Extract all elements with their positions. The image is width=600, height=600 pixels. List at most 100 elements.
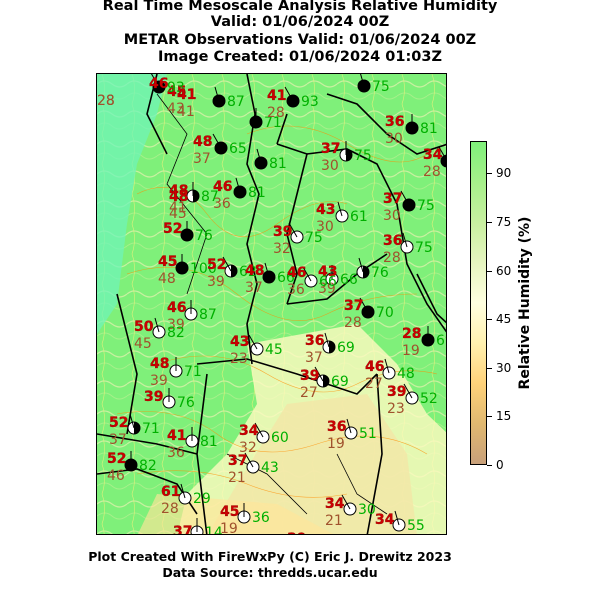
station-dewpoint: 19 [220,521,238,535]
station-dewpoint: 37 [245,280,263,296]
station-relative-humidity: 82 [139,458,157,474]
station-relative-humidity: 14 [205,525,223,535]
station-temperature: 48 [150,356,169,372]
station-temperature: 43 [316,202,335,218]
wind-barb [359,297,369,313]
coastal-moist-region [97,74,167,334]
station-relative-humidity: 81 [248,185,266,201]
station-observation: 46 71 [149,76,282,131]
station-temperature: 48 [169,189,188,205]
station-dewpoint: 37 [305,350,323,366]
station-temperature: 52 [207,257,226,273]
station-temperature: 34 [375,512,395,528]
station-temperature: 37 [228,453,247,469]
station-dewpoint: 23 [387,401,405,417]
sky-cover-half [134,422,140,434]
station-relative-humidity: 75 [354,148,372,164]
station-relative-humidity: 70 [376,305,394,321]
colorbar-tick-label: 15 [496,409,512,424]
wind-barb [324,332,330,348]
sky-cover-half [329,341,335,353]
station-relative-humidity: 45 [265,342,283,358]
station-temperature: 39 [287,531,306,535]
water-features [156,93,388,515]
station-observation: 52 76 [163,221,213,244]
station-relative-humidity: 71 [142,421,160,437]
station-temperature: 46 [213,179,232,195]
station-relative-humidity: 71 [184,364,202,380]
station-relative-humidity: 75 [305,230,323,246]
station-observation: 37 14 [173,518,223,535]
station-dewpoint: 39 [207,274,225,290]
colorbar-tick-label: 75 [496,215,512,229]
station-relative-humidity: 76 [371,265,389,281]
colorbar-tick [487,416,492,418]
wind-barb [214,86,220,102]
station-relative-humidity: 65 [229,141,247,157]
station-dewpoint: 27 [365,376,383,392]
wind-barb [288,222,298,238]
station-relative-humidity: 30 [358,502,376,518]
wind-barb [264,262,270,278]
wind-barb [284,86,294,102]
station-temperature: 34 [325,496,345,512]
station-dewpoint: 36 [287,282,305,298]
colorbar-tick [487,173,492,175]
station-dewpoint: 30 [383,208,401,224]
station-dewpoint: 32 [239,440,257,456]
sky-cover-half [363,266,369,278]
station-relative-humidity: 82 [167,325,185,341]
station-temperature: 36 [385,114,404,130]
wind-barb [314,366,324,382]
station-relative-humidity: 52 [420,391,438,407]
wind-barb [400,190,410,206]
colorbar-tick-label: 90 [496,166,512,181]
station-dewpoint: 28 [97,93,115,109]
station-relative-humidity: 93 [301,94,319,110]
wind-barb [212,133,222,149]
station-relative-humidity: 66 [319,274,337,290]
sky-cover-half [193,190,199,202]
colorbar-tick [487,319,492,321]
map-canvas: 4543934141874671412893287536308148376546… [97,74,446,535]
station-dewpoint: 48 [158,271,176,287]
station-dewpoint: 37 [193,151,211,167]
wind-barb [302,266,312,282]
colorbar-tick [487,222,492,223]
station-relative-humidity: 69 [331,374,349,390]
station-dewpoint: 28 [97,93,115,109]
station-dewpoint: 21 [228,470,246,486]
station-dewpoint: 28 [344,315,362,331]
station-dewpoint: 37 [109,432,127,448]
station-dewpoint: 45 [134,336,152,352]
station-temperature: 34 [239,423,259,439]
station-relative-humidity: 69 [337,340,355,356]
station-dewpoint: 39 [167,317,185,333]
station-temperature: 46 [149,76,168,92]
station-temperature: 52 [109,415,128,431]
humidity-map: 45 43 93 41 41 87 46 71 41 28 93 28 75 36 30 81 48 37 65 46… [96,73,447,535]
station-relative-humidity: 55 [407,518,425,534]
station-temperature: 46 [167,300,186,316]
station-dewpoint: 19 [402,343,420,359]
station-observation: 28 75 [97,74,390,109]
wind-barb [129,413,135,429]
station-relative-humidity: 87 [201,189,219,205]
wind-barb [222,256,232,272]
